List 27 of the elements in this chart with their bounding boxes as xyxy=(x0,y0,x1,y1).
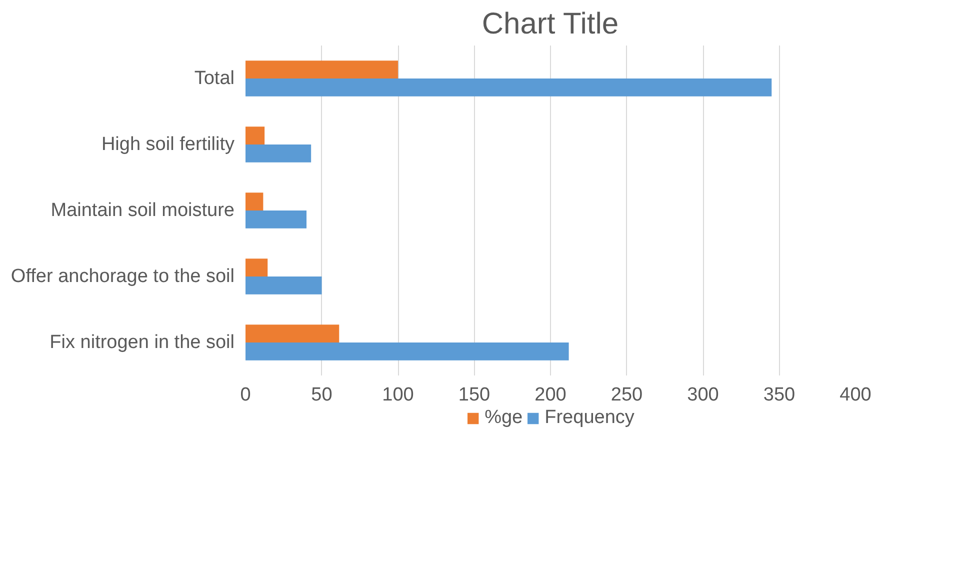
bar xyxy=(246,78,772,96)
bar xyxy=(246,276,322,294)
y-tick-label: Maintain soil moisture xyxy=(50,200,235,221)
chart-title: Chart Title xyxy=(482,8,619,40)
y-tick-label: Total xyxy=(194,68,235,89)
bar xyxy=(246,258,268,276)
y-tick-label: High soil fertility xyxy=(101,134,235,155)
bar xyxy=(246,324,340,342)
x-tick-label: 100 xyxy=(382,384,414,406)
bar xyxy=(246,210,306,228)
x-tick-label: 200 xyxy=(534,384,566,406)
x-tick-label: 50 xyxy=(311,384,332,406)
x-tick-label: 400 xyxy=(840,384,872,406)
bar xyxy=(246,126,265,144)
x-tick-label: 350 xyxy=(763,384,796,406)
legend-label: %ge xyxy=(484,407,523,429)
y-tick-label: Offer anchorage to the soil xyxy=(10,266,235,287)
bar xyxy=(246,144,312,162)
y-tick-label: Fix nitrogen in the soil xyxy=(50,332,235,353)
x-tick-label: 150 xyxy=(458,384,490,406)
bar xyxy=(246,60,398,78)
legend-label: Frequency xyxy=(544,407,634,429)
x-tick-label: 300 xyxy=(687,384,719,406)
x-tick-label: 0 xyxy=(240,384,251,406)
bar xyxy=(246,342,569,360)
bar xyxy=(246,192,264,210)
x-tick-label: 250 xyxy=(610,384,643,406)
